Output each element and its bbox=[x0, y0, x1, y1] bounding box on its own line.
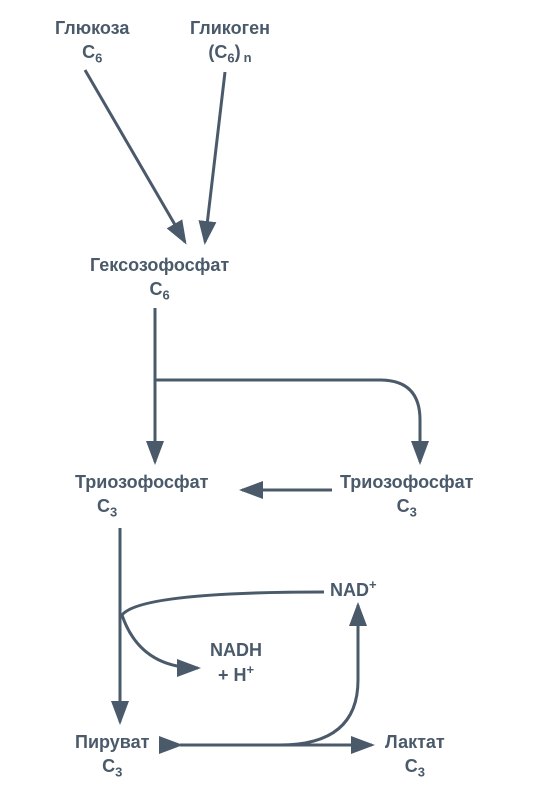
node-pyruvate: Пируват C3 bbox=[75, 732, 149, 780]
node-triose-left: Триозофосфат C3 bbox=[75, 472, 208, 520]
lactate-formula: C3 bbox=[385, 756, 445, 780]
nadh-label2: + H+ bbox=[210, 662, 262, 687]
triose-l-formula: C3 bbox=[97, 496, 208, 520]
pyruvate-formula: C3 bbox=[75, 756, 149, 780]
node-triose-right: Триозофосфат C3 bbox=[340, 472, 473, 520]
nadh-label: NADH bbox=[210, 640, 262, 662]
edge-branch-trioser bbox=[155, 380, 420, 462]
lactate-label: Лактат bbox=[385, 732, 445, 754]
node-lactate: Лактат C3 bbox=[385, 732, 445, 780]
edge-glycogen-hexose bbox=[205, 72, 225, 242]
diagram-edges bbox=[0, 0, 543, 812]
node-glycogen: Гликоген (C6)n bbox=[190, 18, 270, 66]
edge-lactate-nad bbox=[280, 605, 358, 745]
glycogen-formula: (C6)n bbox=[190, 42, 270, 66]
node-hexose: Гексозофосфат C6 bbox=[90, 255, 229, 303]
edge-glucose-hexose bbox=[85, 70, 185, 242]
triose-r-label: Триозофосфат bbox=[340, 472, 473, 494]
glucose-formula: C6 bbox=[55, 42, 129, 66]
glucose-label: Глюкоза bbox=[55, 18, 129, 40]
glycogen-label: Гликоген bbox=[190, 18, 270, 40]
node-glucose: Глюкоза C6 bbox=[55, 18, 129, 66]
hexose-label: Гексозофосфат bbox=[90, 255, 229, 277]
nad-label: NAD+ bbox=[330, 577, 377, 602]
triose-r-formula: C3 bbox=[340, 496, 473, 520]
node-nadh: NADH + H+ bbox=[210, 640, 262, 686]
node-nad: NAD+ bbox=[330, 577, 377, 602]
triose-l-label: Триозофосфат bbox=[75, 472, 208, 494]
hexose-formula: C6 bbox=[90, 279, 229, 303]
pyruvate-label: Пируват bbox=[75, 732, 149, 754]
